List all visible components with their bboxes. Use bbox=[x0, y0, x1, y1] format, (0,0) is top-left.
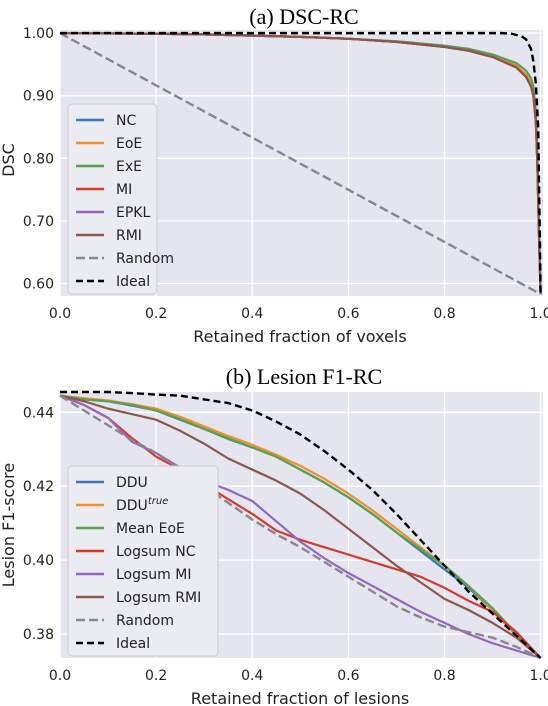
chart-b-legend-label-text: DDU bbox=[116, 498, 148, 514]
chart-a-legend-label-text: MI bbox=[116, 182, 132, 198]
chart-a-legend: NC EoE ExE MI EPKL RMI Random Ideal bbox=[67, 103, 174, 295]
chart-a-lines bbox=[59, 31, 542, 296]
chart-b-lines bbox=[59, 390, 542, 660]
chart-a-y-tick-label: 0.70 bbox=[23, 214, 54, 230]
chart-a-legend-label: ExE bbox=[116, 159, 142, 175]
chart-a-legend-label-text: ExE bbox=[116, 159, 142, 175]
chart-a-y-tick-label: 0.90 bbox=[23, 89, 54, 105]
chart-a-series-line bbox=[60, 31, 542, 295]
chart-a-series-line bbox=[59, 32, 542, 295]
chart-b-x-ticks: 0.0 0.2 0.4 0.6 0.8 1.0 bbox=[49, 668, 548, 684]
chart-a-x-tick-label: 0.6 bbox=[337, 306, 359, 322]
chart-a-legend-label: EoE bbox=[116, 136, 142, 152]
chart-a-y-tick-label: 1.00 bbox=[23, 26, 54, 42]
chart-b-legend-label: DDUtrue bbox=[116, 496, 168, 514]
chart-a-legend-label-text: Ideal bbox=[116, 274, 150, 290]
chart-b-legend-label: DDU bbox=[116, 475, 148, 491]
chart-b-series-line bbox=[59, 394, 542, 659]
chart-b-legend-label: Logsum MI bbox=[116, 567, 191, 583]
chart-a-y-tick-label: 0.80 bbox=[23, 151, 54, 167]
chart-b-legend-label-text: Random bbox=[116, 613, 174, 629]
chart-b-series-line bbox=[60, 390, 542, 659]
chart-b-legend-label-text: Logsum MI bbox=[116, 567, 191, 583]
chart-a-title: (a) DSC-RC bbox=[249, 4, 358, 29]
chart-a-legend-label: Ideal bbox=[116, 274, 150, 290]
chart-b-legend-label: Logsum NC bbox=[116, 544, 196, 560]
chart-b-legend-label-text: Ideal bbox=[116, 636, 150, 652]
chart-b-title: (b) Lesion F1-RC bbox=[226, 364, 382, 389]
chart-a-x-tick-label: 0.8 bbox=[433, 306, 455, 322]
chart-a-legend-label-text: NC bbox=[116, 113, 136, 129]
chart-b-y-tick-label: 0.40 bbox=[23, 553, 54, 569]
chart-a-x-tick-label: 0.0 bbox=[49, 306, 71, 322]
chart-a-legend-label: Random bbox=[116, 251, 174, 267]
chart-a-x-axis-label: Retained fraction of voxels bbox=[193, 327, 406, 346]
chart-b-x-tick-label: 0.0 bbox=[49, 668, 71, 684]
chart-a-legend-label-text: EoE bbox=[116, 136, 142, 152]
chart-b-x-tick-label: 1.0 bbox=[529, 668, 548, 684]
chart-a-x-tick-label: 0.2 bbox=[145, 306, 167, 322]
chart-b-legend-label-text: Logsum NC bbox=[116, 544, 196, 560]
chart-b-legend-label-text: Mean EoE bbox=[116, 521, 185, 537]
chart-b-series-line bbox=[59, 394, 542, 660]
chart-b-legend-label-text: Logsum RMI bbox=[116, 590, 201, 606]
chart-a-y-tick-label: 0.60 bbox=[23, 276, 54, 292]
chart-a-legend-box bbox=[67, 103, 158, 295]
chart-b-y-tick-label: 0.44 bbox=[23, 405, 54, 421]
chart-a-legend-label-text: RMI bbox=[116, 228, 142, 244]
chart-a-legend-label-text: EPKL bbox=[116, 205, 150, 221]
chart-b-y-axis-label: Lesion F1-score bbox=[0, 463, 18, 587]
chart-b-y-ticks: 0.38 0.40 0.42 0.44 bbox=[23, 405, 54, 643]
chart-a-series-line bbox=[59, 32, 542, 296]
chart-b-legend-label: Logsum RMI bbox=[116, 590, 201, 606]
chart-a-x-tick-label: 0.4 bbox=[241, 306, 263, 322]
chart-a: (a) DSC-RC 0.0 0.2 0.4 0.6 0.8 1.0 0.600.700.… bbox=[0, 4, 548, 346]
chart-a-legend-label: MI bbox=[116, 182, 132, 198]
chart-a-y-ticks: 0.60 0.70 0.80 0.90 1.00 bbox=[23, 26, 54, 292]
chart-a-legend-label: NC bbox=[116, 113, 136, 129]
chart-a-x-tick-label: 1.0 bbox=[529, 306, 548, 322]
chart-b-x-tick-label: 0.4 bbox=[241, 668, 263, 684]
chart-b-y-tick-label: 0.42 bbox=[23, 479, 54, 495]
chart-a-legend-label: RMI bbox=[116, 228, 142, 244]
chart-b-legend-label: Mean EoE bbox=[116, 521, 185, 537]
chart-b-x-tick-label: 0.8 bbox=[433, 668, 455, 684]
chart-b-legend-label-text: DDU bbox=[116, 475, 148, 491]
chart-b-y-tick-label: 0.38 bbox=[23, 627, 54, 643]
chart-b-series-line bbox=[59, 394, 542, 659]
chart-b-legend-label: Ideal bbox=[116, 636, 150, 652]
chart-a-legend-label: EPKL bbox=[116, 205, 150, 221]
chart-b-legend-label: Random bbox=[116, 613, 174, 629]
chart-b-legend-box bbox=[67, 465, 219, 657]
chart-b: (b) Lesion F1-RC 0.0 0.2 0.4 0.6 0.8 1.0 0.38… bbox=[0, 364, 548, 706]
chart-b-x-tick-label: 0.6 bbox=[337, 668, 359, 684]
chart-a-legend-label-text: Random bbox=[116, 251, 174, 267]
chart-b-x-axis-label: Retained fraction of lesions bbox=[191, 689, 409, 706]
chart-a-x-ticks: 0.0 0.2 0.4 0.6 0.8 1.0 bbox=[49, 306, 548, 322]
chart-b-x-tick-label: 0.2 bbox=[145, 668, 167, 684]
chart-b-legend-label-superscript: true bbox=[148, 496, 169, 507]
chart-a-y-axis-label: DSC bbox=[0, 143, 18, 177]
